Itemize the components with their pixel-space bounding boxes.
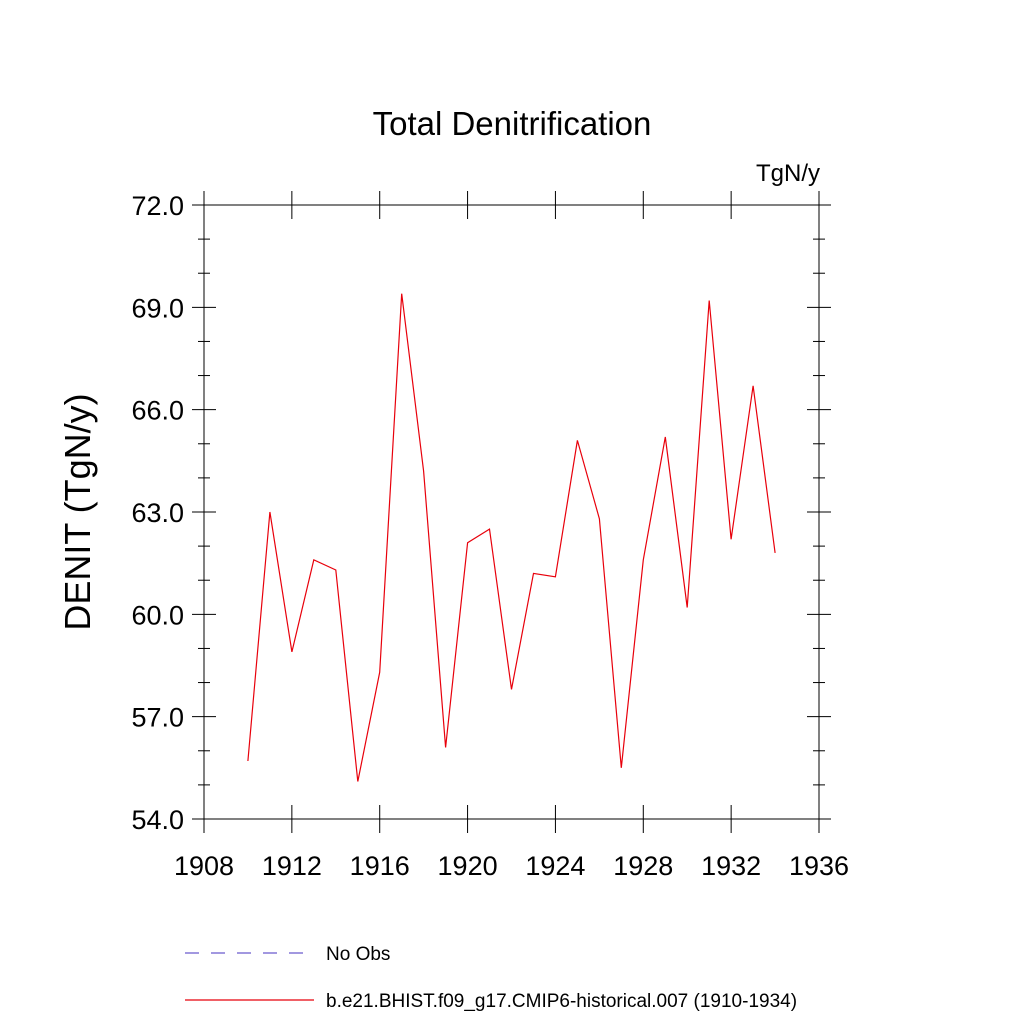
y-axis-label: DENIT (TgN/y) [57,393,98,630]
y-tick-label: 57.0 [131,703,184,733]
x-tick-label: 1932 [701,851,761,881]
y-tick-label: 72.0 [131,191,184,221]
x-tick-label: 1912 [262,851,322,881]
y-tick-label: 63.0 [131,498,184,528]
y-tick-label: 66.0 [131,396,184,426]
units-label: TgN/y [756,160,820,187]
series-layer [247,293,776,782]
x-tick-label: 1920 [438,851,498,881]
x-tick-label: 1916 [350,851,410,881]
y-tick-label: 60.0 [131,600,184,630]
y-axis: 54.0 57.0 60.0 63.0 66.0 69.0 72.0 [131,191,831,835]
plot-frame [203,204,820,820]
x-tick-label: 1908 [174,851,234,881]
x-tick-label: 1936 [789,851,849,881]
legend-label: No Obs [326,944,390,965]
x-tick-label: 1924 [525,851,585,881]
legend-label: b.e21.BHIST.f09_g17.CMIP6-historical.007… [326,991,797,1012]
y-tick-label: 69.0 [131,293,184,323]
series-line [247,293,776,782]
legend: No Obs b.e21.BHIST.f09_g17.CMIP6-historic… [185,944,797,1012]
x-tick-label: 1928 [613,851,673,881]
chart-title: Total Denitrification [373,105,652,142]
y-tick-label: 54.0 [131,805,184,835]
x-axis: 1908 1912 1916 1920 1924 1928 1932 1936 [174,191,849,881]
